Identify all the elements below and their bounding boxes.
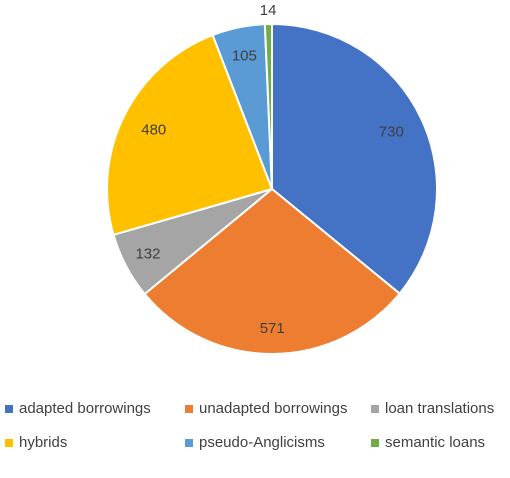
legend-label-hybrids: hybrids xyxy=(19,434,68,451)
legend-item-adapted-borrowings: adapted borrowings xyxy=(5,400,151,417)
data-label-unadapted-borrowings: 571 xyxy=(260,320,285,337)
data-label-semantic-loans: 14 xyxy=(260,2,277,19)
legend-label-pseudo-anglicisms: pseudo-Anglicisms xyxy=(199,434,325,451)
legend-item-loan-translations: loan translations xyxy=(371,400,494,417)
data-label-pseudo-anglicisms: 105 xyxy=(232,48,257,65)
legend-label-unadapted-borrowings: unadapted borrowings xyxy=(199,400,348,417)
legend-swatch-pseudo-anglicisms xyxy=(185,438,193,447)
legend-row-2: hybrids pseudo-Anglicisms semantic loans xyxy=(0,434,510,478)
legend-label-adapted-borrowings: adapted borrowings xyxy=(19,400,151,417)
legend-item-hybrids: hybrids xyxy=(5,434,67,451)
legend-swatch-hybrids xyxy=(5,438,13,447)
chart-legend: adapted borrowings unadapted borrowings … xyxy=(0,398,510,478)
legend-label-semantic-loans: semantic loans xyxy=(385,434,486,451)
pie-slice-unadapted-borrowings xyxy=(143,187,402,355)
pie-chart-svg: 730 571 132 480 105 14 xyxy=(106,2,438,355)
pie-chart: 730 571 132 480 105 14 xyxy=(106,2,438,355)
legend-item-semantic-loans: semantic loans xyxy=(371,434,485,451)
legend-item-unadapted-borrowings: unadapted borrowings xyxy=(185,400,347,417)
pie-slice-adapted-borrowings xyxy=(271,22,438,295)
data-label-loan-translations: 132 xyxy=(135,245,160,262)
data-label-hybrids: 480 xyxy=(141,121,166,138)
pie-slice-semantic-loans xyxy=(263,22,273,190)
legend-item-pseudo-anglicisms: pseudo-Anglicisms xyxy=(185,434,325,451)
legend-swatch-unadapted-borrowings xyxy=(185,404,193,413)
pie-slice-hybrids xyxy=(106,33,274,237)
legend-swatch-semantic-loans xyxy=(371,438,379,447)
data-label-adapted-borrowings: 730 xyxy=(379,123,404,140)
legend-swatch-adapted-borrowings xyxy=(5,404,13,413)
legend-swatch-loan-translations xyxy=(371,404,379,413)
legend-row-1: adapted borrowings unadapted borrowings … xyxy=(0,398,510,438)
legend-label-loan-translations: loan translations xyxy=(385,400,495,417)
